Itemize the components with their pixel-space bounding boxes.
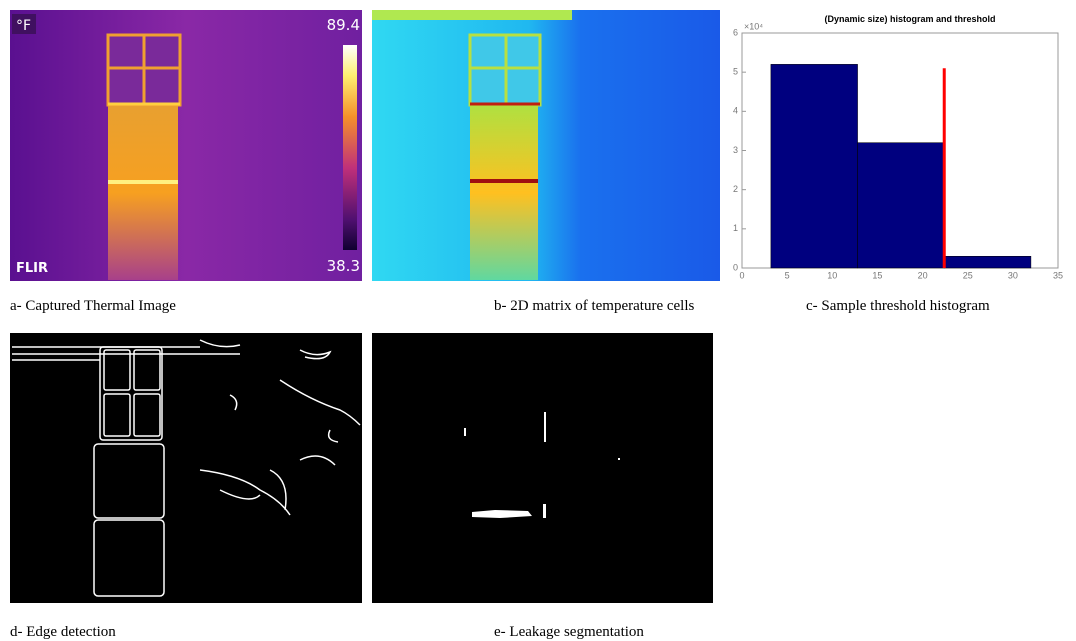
caption: b- 2D matrix of temperature cells: [494, 298, 695, 314]
scale-min: 38.3: [327, 257, 360, 275]
x-tick-label: 30: [1008, 270, 1018, 280]
y-tick-label: 6: [733, 27, 738, 37]
edge-image: [10, 333, 362, 603]
y-tick-label: 4: [733, 106, 738, 116]
x-tick-label: 35: [1053, 270, 1063, 280]
scale-max: 89.4: [327, 16, 360, 34]
x-tick-label: 25: [963, 270, 973, 280]
temperature-matrix: [372, 10, 720, 281]
unit-label: °F: [16, 18, 31, 34]
y-tick-label: 5: [733, 67, 738, 77]
x-tick-label: 10: [827, 270, 837, 280]
logo: FLIR: [16, 261, 48, 276]
x-tick-label: 15: [872, 270, 882, 280]
y-tick-label: 2: [733, 184, 738, 194]
chart-title: (Dynamic size) histogram and threshold: [824, 14, 995, 24]
caption: d- Edge detection: [10, 624, 116, 640]
caption: e- Leakage segmentation: [494, 624, 644, 640]
caption: a- Captured Thermal Image: [10, 298, 176, 314]
bar: [943, 256, 1032, 269]
bar: [857, 142, 945, 269]
x-tick-label: 5: [785, 270, 790, 280]
caption: c- Sample threshold histogram: [806, 298, 990, 314]
x-tick-label: 0: [739, 270, 744, 280]
x-tick-label: 20: [918, 270, 928, 280]
y-multiplier: ×10⁴: [744, 21, 763, 31]
y-tick-label: 3: [733, 145, 738, 155]
y-tick-label: 1: [733, 223, 738, 233]
y-tick-label: 0: [733, 262, 738, 272]
thermal-image: °F 89.4 38.3 FLIR: [10, 10, 362, 281]
segmentation-image: [372, 333, 713, 603]
bar: [770, 64, 858, 269]
